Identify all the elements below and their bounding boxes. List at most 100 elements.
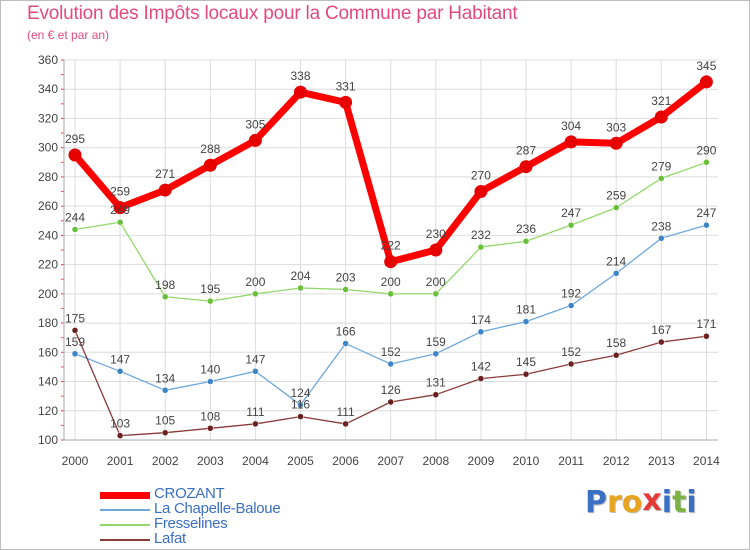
data-label: 288 [200, 142, 220, 156]
data-label: 287 [516, 144, 536, 158]
data-point [477, 328, 485, 336]
data-point [342, 340, 349, 347]
x-tick-label: 2010 [513, 454, 540, 468]
x-tick-label: 2007 [377, 454, 404, 468]
data-label: 152 [381, 345, 401, 359]
data-label: 175 [65, 311, 85, 325]
data-label: 331 [336, 79, 356, 93]
legend-swatch [100, 491, 150, 499]
logo-letter: o [621, 485, 643, 520]
data-label: 200 [245, 275, 265, 289]
data-point [522, 318, 530, 325]
data-point [207, 378, 214, 385]
x-tick-label: 2001 [107, 454, 134, 468]
y-tick-label: 280 [38, 170, 58, 184]
data-point [252, 290, 259, 298]
data-label: 290 [696, 143, 716, 157]
x-tick-label: 2013 [648, 454, 675, 468]
x-tick-label: 2011 [558, 454, 584, 468]
logo-letter: r [607, 485, 622, 520]
data-label: 303 [606, 120, 626, 134]
data-label: 338 [290, 69, 310, 83]
data-label: 124 [290, 386, 310, 400]
data-point [68, 148, 82, 162]
data-point [477, 243, 485, 251]
x-tick-label: 2005 [287, 454, 314, 468]
data-label: 198 [155, 278, 175, 292]
data-point [158, 183, 172, 197]
data-label: 166 [336, 325, 356, 339]
data-label: 108 [200, 409, 220, 423]
x-tick-label: 2014 [693, 454, 720, 468]
data-label: 244 [65, 211, 85, 225]
data-label: 200 [381, 275, 401, 289]
y-tick-label: 340 [38, 82, 58, 96]
logo-letter: x [642, 483, 662, 518]
data-point [116, 432, 124, 439]
data-label: 295 [65, 132, 85, 146]
y-tick-label: 120 [38, 404, 58, 418]
data-label: 142 [471, 360, 491, 374]
data-label: 140 [200, 363, 220, 377]
legend-label: Lafat [154, 530, 186, 547]
y-tick-label: 200 [38, 287, 58, 301]
data-point [703, 159, 710, 166]
data-point [432, 290, 440, 298]
data-point [71, 226, 79, 233]
data-label: 111 [246, 405, 265, 419]
x-tick-label: 2002 [152, 454, 179, 468]
data-label: 174 [471, 313, 491, 327]
x-tick-label: 2003 [197, 454, 224, 468]
data-point [522, 237, 530, 245]
data-point [658, 175, 665, 182]
data-point [384, 255, 398, 269]
data-label: 321 [651, 94, 671, 108]
data-point [113, 201, 127, 215]
y-tick-label: 100 [38, 433, 58, 447]
data-point [658, 338, 665, 346]
data-point [609, 136, 623, 150]
data-point [203, 158, 217, 172]
data-point [703, 221, 710, 229]
logo-letter: i [661, 485, 673, 520]
data-point [342, 420, 349, 428]
data-label: 270 [471, 169, 491, 183]
data-point [248, 133, 262, 147]
x-tick-label: 2008 [422, 454, 449, 468]
data-point [294, 85, 307, 99]
data-label: 171 [696, 317, 716, 331]
data-label: 214 [606, 254, 626, 268]
data-label: 247 [561, 206, 581, 220]
data-point [71, 350, 79, 358]
data-label: 116 [291, 398, 310, 412]
data-label: 159 [65, 335, 85, 349]
data-label: 152 [561, 345, 581, 359]
data-point [161, 387, 169, 394]
data-point [699, 75, 713, 89]
data-label: 259 [110, 185, 130, 199]
data-label: 345 [696, 59, 716, 73]
y-tick-label: 320 [38, 111, 58, 125]
data-label: 279 [651, 159, 671, 173]
y-tick-label: 160 [38, 345, 58, 359]
data-label: 134 [155, 371, 175, 385]
data-label: 159 [426, 335, 446, 349]
data-label: 271 [155, 167, 175, 181]
data-point [252, 368, 259, 375]
x-tick-label: 2012 [603, 454, 630, 468]
data-point [297, 413, 304, 420]
x-tick-label: 2009 [468, 454, 495, 468]
x-tick-label: 2006 [332, 454, 359, 468]
data-label: 305 [245, 117, 265, 131]
data-label: 203 [336, 270, 356, 284]
data-point [567, 302, 575, 309]
data-point [474, 185, 488, 199]
data-label: 232 [471, 228, 491, 242]
data-label: 247 [696, 206, 716, 220]
data-label: 167 [651, 323, 671, 337]
data-label: 147 [245, 352, 265, 366]
data-point [612, 204, 620, 211]
data-point [297, 284, 304, 292]
data-point [564, 135, 578, 149]
